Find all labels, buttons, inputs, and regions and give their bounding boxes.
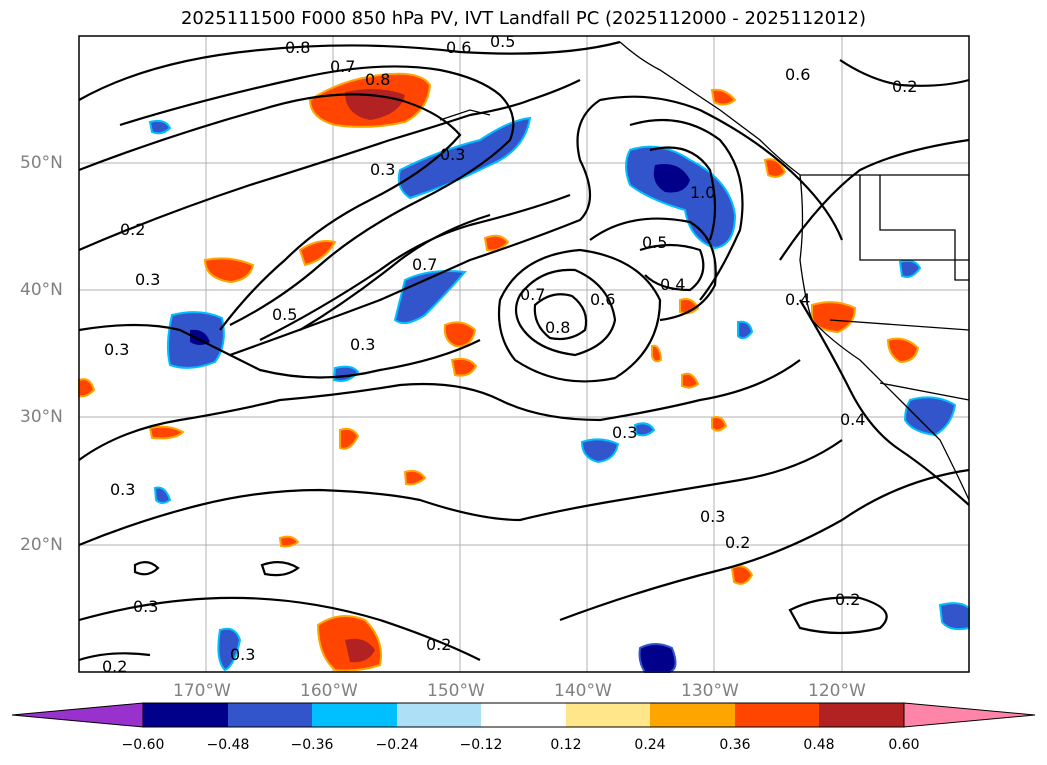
plot-frame: [78, 35, 970, 673]
lon-label: 120°W: [808, 681, 866, 701]
contour-label: 0.5: [642, 233, 667, 252]
contour-label: 0.2: [102, 657, 127, 676]
colorbar-tick-label: −0.48: [206, 737, 250, 753]
lat-label: 20°N: [20, 535, 63, 555]
lat-label: 50°N: [20, 153, 63, 173]
contour-label: 0.2: [120, 220, 145, 239]
lon-label: 140°W: [554, 681, 612, 701]
contour-label: 0.3: [700, 507, 725, 526]
colorbar-tick-label: −0.12: [459, 737, 503, 753]
contour-label: 0.2: [835, 590, 860, 609]
lon-label: 160°W: [300, 681, 358, 701]
coastlines: [439, 41, 970, 501]
contour-label: 1.0: [690, 183, 715, 202]
pv-contours: [78, 40, 970, 662]
contour-label: 0.4: [660, 275, 685, 294]
colorbar-tick-label: 0.12: [550, 737, 582, 753]
positive-shading: [78, 72, 920, 672]
contour-label: 0.3: [440, 145, 465, 164]
contour-label: 0.8: [365, 70, 390, 89]
contour-label: 0.2: [892, 77, 917, 96]
lon-label: 170°W: [173, 681, 231, 701]
lon-label: 150°W: [427, 681, 485, 701]
lat-label: 40°N: [20, 280, 63, 300]
colorbar-tick-label: −0.60: [121, 737, 165, 753]
contour-label: 0.3: [135, 270, 160, 289]
colorbar-tick-label: 0.36: [719, 737, 751, 753]
contour-label: 0.7: [520, 285, 545, 304]
contour-label: 0.6: [446, 38, 471, 57]
lon-label: 130°W: [681, 681, 739, 701]
contour-label: 0.6: [590, 290, 615, 309]
contour-label: 0.7: [412, 255, 437, 274]
contour-label: 0.3: [230, 645, 255, 664]
contour-label: 0.3: [104, 340, 129, 359]
negative-shading: [148, 116, 970, 673]
colorbar-tick-label: −0.36: [290, 737, 334, 753]
contour-label: 0.3: [612, 423, 637, 442]
colorbar-tick-label: 0.48: [803, 737, 835, 753]
contour-label: 0.4: [785, 290, 810, 309]
contour-label: 0.3: [110, 480, 135, 499]
contour-label: 0.3: [350, 335, 375, 354]
contour-label: 0.5: [272, 305, 297, 324]
contour-label: 0.2: [725, 533, 750, 552]
map-title: 2025111500 F000 850 hPa PV, IVT Landfall…: [180, 8, 867, 29]
colorbar: [11, 702, 1036, 728]
contour-label: 0.8: [545, 318, 570, 337]
colorbar-tick-label: −0.24: [375, 737, 419, 753]
contour-label: 0.3: [370, 160, 395, 179]
contour-label: 0.6: [785, 65, 810, 84]
colorbar-tick-label: 0.24: [634, 737, 666, 753]
lat-label: 30°N: [20, 407, 63, 427]
contour-label: 0.8: [285, 38, 310, 57]
contour-label: 0.7: [330, 57, 355, 76]
contour-label: 0.3: [133, 597, 158, 616]
contour-label: 0.2: [426, 635, 451, 654]
contour-label: 0.5: [490, 32, 515, 51]
colorbar-tick-label: 0.60: [888, 737, 920, 753]
contour-label: 0.4: [840, 410, 865, 429]
